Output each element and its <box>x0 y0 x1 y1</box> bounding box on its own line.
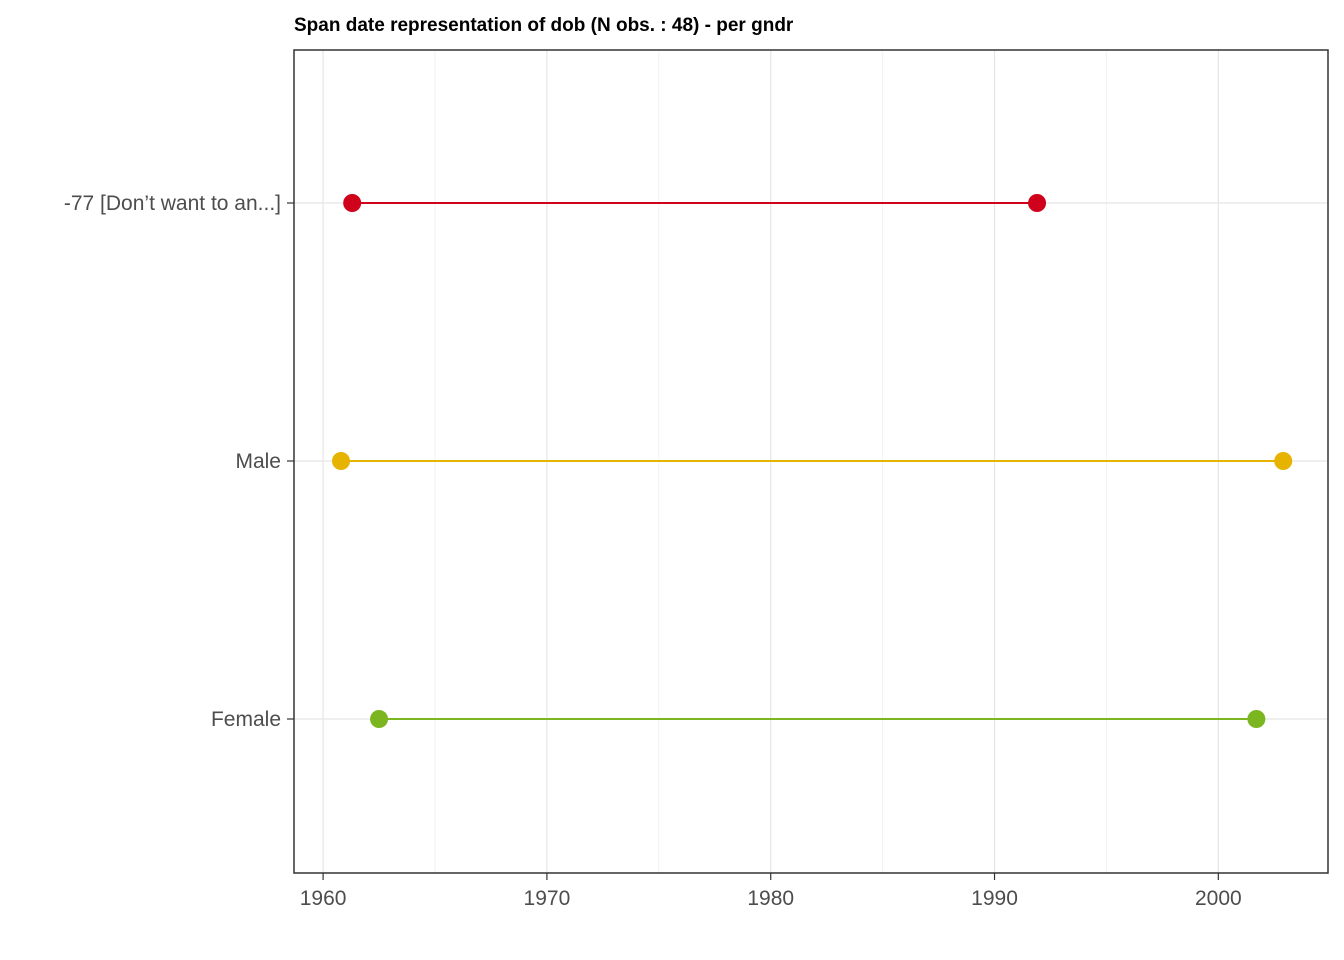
span-end-point <box>1028 194 1047 212</box>
x-axis: 1960 1970 1980 1990 2000 <box>300 873 1242 910</box>
y-axis: Female Male -77 [Don’t want to an...] <box>64 192 294 731</box>
x-tick-label: 1990 <box>971 887 1018 910</box>
x-tick-label: 1980 <box>747 887 794 910</box>
span-start-point <box>332 452 350 470</box>
x-tick-label: 1960 <box>300 887 347 910</box>
span-end-point <box>1274 452 1293 470</box>
data-marks <box>332 194 1293 728</box>
x-tick-label: 1970 <box>524 887 571 910</box>
span-start-point <box>343 194 362 212</box>
span-end-point <box>1247 710 1266 728</box>
y-tick-label: -77 [Don’t want to an...] <box>64 192 281 215</box>
y-tick-label: Male <box>235 450 281 473</box>
x-tick-label: 2000 <box>1195 887 1242 910</box>
y-tick-label: Female <box>211 708 281 731</box>
span-start-point <box>370 710 389 728</box>
chart-title: Span date representation of dob (N obs. … <box>294 15 794 36</box>
